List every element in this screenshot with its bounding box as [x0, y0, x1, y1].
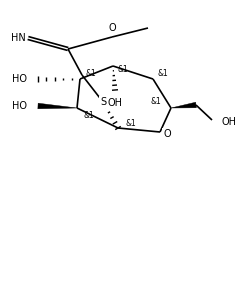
Text: &1: &1: [83, 110, 94, 119]
Text: HO: HO: [12, 74, 27, 84]
Text: O: O: [108, 23, 116, 33]
Polygon shape: [171, 102, 196, 108]
Polygon shape: [38, 103, 77, 109]
Text: OH: OH: [222, 117, 237, 127]
Text: OH: OH: [107, 98, 122, 108]
Text: HN: HN: [11, 33, 26, 43]
Text: &1: &1: [150, 97, 161, 106]
Text: HO: HO: [12, 101, 27, 111]
Text: &1: &1: [157, 70, 168, 79]
Text: S: S: [100, 97, 106, 107]
Text: O: O: [163, 129, 171, 139]
Text: &1: &1: [118, 64, 129, 73]
Text: &1: &1: [126, 119, 137, 128]
Text: &1: &1: [85, 68, 96, 77]
